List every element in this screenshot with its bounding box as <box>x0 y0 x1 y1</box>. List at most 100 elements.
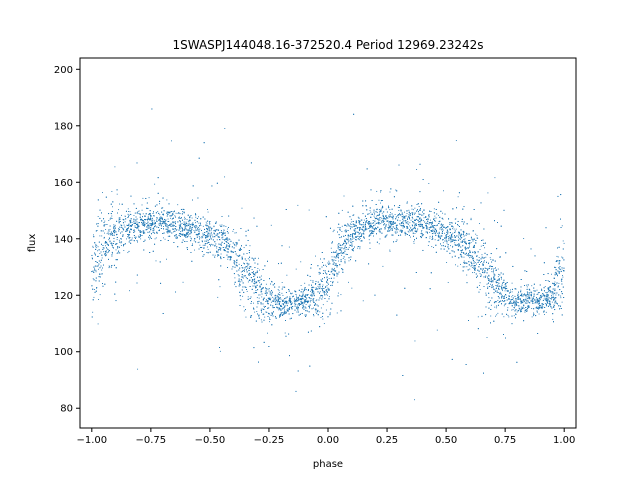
data-point <box>403 224 405 226</box>
data-point <box>91 257 93 259</box>
data-point <box>93 234 94 236</box>
data-point <box>497 268 499 270</box>
data-point <box>241 207 243 209</box>
data-point <box>469 268 471 270</box>
data-point <box>419 223 421 225</box>
data-point <box>136 227 138 228</box>
data-point <box>92 278 94 280</box>
data-point <box>193 230 195 231</box>
data-point <box>408 214 410 216</box>
data-point <box>101 235 103 237</box>
data-point <box>284 305 286 306</box>
data-point <box>554 305 556 307</box>
data-point <box>532 300 533 302</box>
data-point <box>119 203 120 205</box>
data-point <box>397 206 399 208</box>
data-point <box>269 321 270 323</box>
data-point <box>298 303 299 305</box>
data-point <box>494 177 496 179</box>
data-point <box>406 213 408 214</box>
data-point <box>363 219 365 221</box>
data-point <box>492 281 494 283</box>
data-point <box>536 301 538 303</box>
data-point <box>206 246 208 248</box>
data-point <box>176 235 178 237</box>
data-point <box>371 222 373 224</box>
data-point <box>197 242 199 244</box>
data-point <box>381 218 383 220</box>
data-point <box>134 230 136 232</box>
data-point <box>262 308 264 310</box>
data-point <box>162 213 163 215</box>
data-point <box>96 245 98 247</box>
data-point <box>532 301 534 303</box>
data-point <box>463 256 465 258</box>
data-point <box>527 296 529 298</box>
data-point <box>302 301 304 303</box>
data-point <box>486 283 488 285</box>
data-point <box>422 220 424 222</box>
data-point <box>547 291 549 293</box>
data-point <box>410 236 411 238</box>
data-point <box>202 236 204 238</box>
data-point <box>196 229 198 231</box>
data-point <box>132 224 133 225</box>
data-point <box>380 209 382 211</box>
data-point <box>219 350 221 352</box>
data-point <box>272 296 274 298</box>
data-point <box>374 227 376 229</box>
data-point <box>150 227 152 229</box>
data-point <box>531 285 533 287</box>
data-point <box>237 274 239 276</box>
data-point <box>482 270 483 272</box>
data-point <box>530 299 532 301</box>
data-point <box>525 295 527 297</box>
data-point <box>441 225 443 227</box>
data-point <box>393 220 394 222</box>
data-point <box>332 269 334 271</box>
data-point <box>386 220 388 222</box>
data-point <box>536 311 538 313</box>
data-point <box>388 224 390 226</box>
data-point <box>260 284 262 286</box>
data-point <box>544 286 546 287</box>
data-point <box>137 211 139 213</box>
data-point <box>299 294 300 296</box>
data-point <box>498 286 500 288</box>
data-point <box>348 241 350 242</box>
data-point <box>473 262 475 264</box>
data-point <box>220 256 222 258</box>
data-point <box>485 292 487 294</box>
chart-title: 1SWASPJ144048.16-372520.4 Period 12969.2… <box>172 38 483 52</box>
data-point <box>300 303 302 305</box>
data-point <box>491 285 493 287</box>
data-point <box>520 289 522 291</box>
data-point <box>279 292 281 293</box>
data-point <box>149 224 151 226</box>
data-point <box>283 313 285 315</box>
data-point <box>302 298 304 300</box>
data-point <box>223 231 225 233</box>
data-point <box>144 215 146 217</box>
data-point <box>149 238 150 240</box>
data-point <box>404 234 406 236</box>
data-point <box>226 251 228 253</box>
data-point <box>285 303 287 305</box>
data-point <box>468 244 470 246</box>
data-point <box>290 292 291 294</box>
data-point <box>224 246 226 248</box>
data-point <box>444 232 446 234</box>
data-point <box>326 266 328 268</box>
data-point <box>331 267 333 269</box>
data-point <box>433 208 435 210</box>
data-point <box>523 238 525 239</box>
data-point <box>136 221 138 223</box>
data-point <box>521 308 523 310</box>
data-point <box>337 227 339 228</box>
data-point <box>435 220 437 222</box>
data-point <box>438 239 440 241</box>
data-point <box>495 315 496 317</box>
data-point <box>370 211 372 213</box>
data-point <box>499 256 501 258</box>
scatter-points <box>91 108 565 401</box>
